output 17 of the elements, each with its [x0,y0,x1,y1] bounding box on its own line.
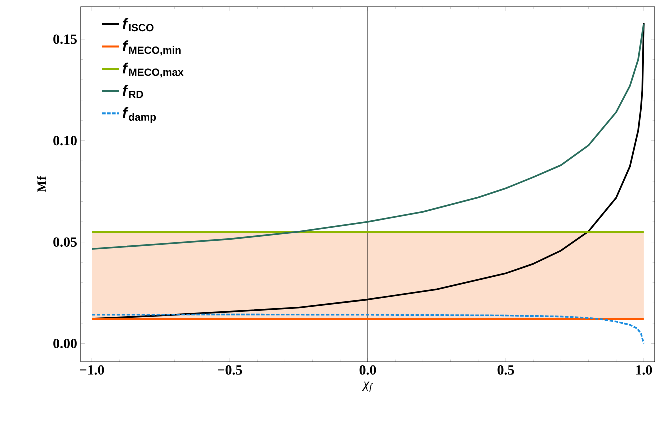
legend-label: f$_{RD}$ [122,85,144,98]
x-axis-title: χ$_{f}$ [362,382,374,392]
x-tick-label: 0.0 [360,366,376,375]
legend-label: f$_{ISCO}$ [122,18,154,32]
y-tick-label: 0.05 [54,238,77,248]
legend-label: f$_{damp}$ [122,107,156,124]
legend-label: f$_{MECO,max}$ [122,62,184,78]
legend-label: f$_{MECO,min}$ [122,40,181,56]
y-tick-label: 0.00 [54,339,77,348]
line-series [91,314,645,345]
x-tick-label: −0.5 [218,366,242,375]
x-tick-label: 1.0 [636,366,652,375]
y-tick-label: 0.10 [54,136,77,146]
x-tick-label: 0.5 [498,366,514,375]
y-axis-title: Mf [37,176,46,193]
x-tick-label: −1.0 [80,366,104,375]
y-tick-label: 0.15 [54,34,77,44]
